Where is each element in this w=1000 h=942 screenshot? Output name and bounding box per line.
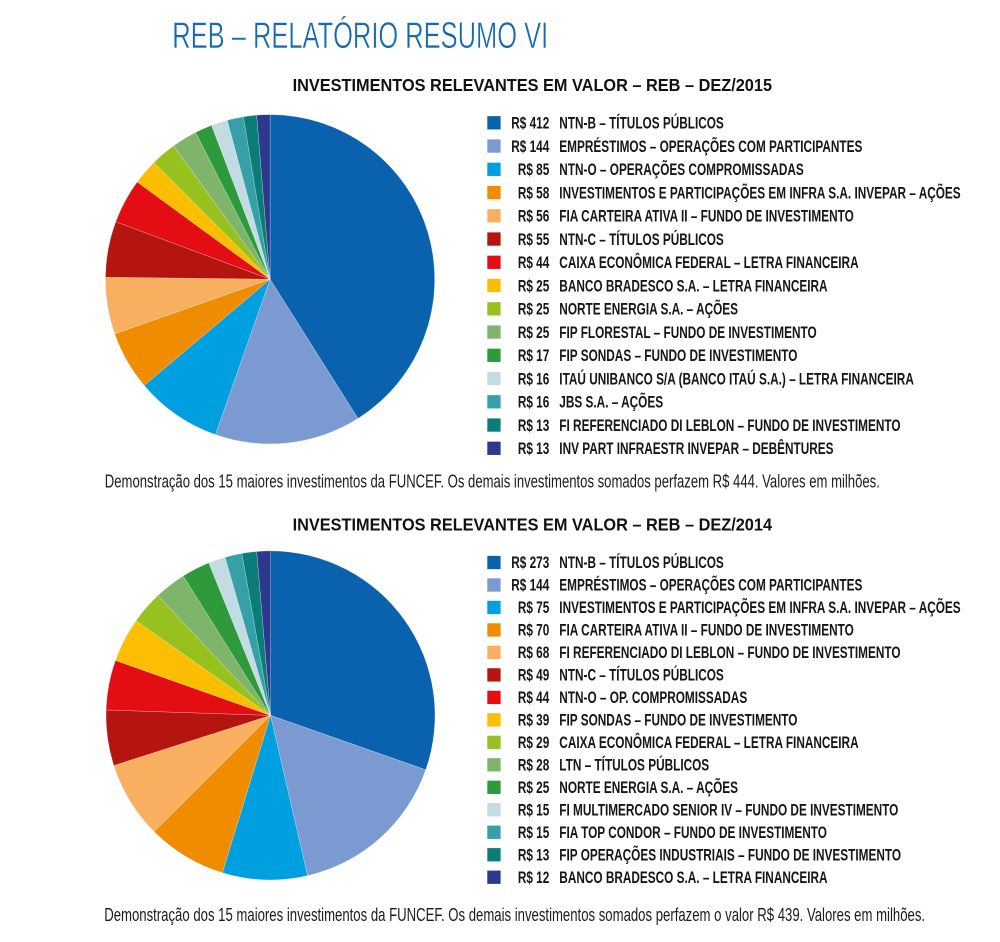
svg-text:R$ 55: R$ 55	[518, 231, 550, 249]
svg-text:NORTE ENERGIA S.A. – AÇÕES: NORTE ENERGIA S.A. – AÇÕES	[559, 298, 738, 319]
svg-text:R$ 29: R$ 29	[518, 734, 550, 752]
svg-text:R$ 412: R$ 412	[511, 115, 549, 133]
svg-text:R$ 25: R$ 25	[518, 277, 550, 295]
svg-text:FIA CARTEIRA ATIVA II – FUNDO: FIA CARTEIRA ATIVA II – FUNDO DE INVESTI…	[559, 208, 853, 226]
svg-text:R$ 49: R$ 49	[518, 667, 550, 685]
svg-text:R$ 56: R$ 56	[518, 208, 550, 226]
svg-text:R$ 44: R$ 44	[518, 689, 550, 707]
svg-text:INVESTIMENTOS RELEVANTES EM VA: INVESTIMENTOS RELEVANTES EM VALOR – REB …	[293, 515, 773, 535]
svg-text:INVESTIMENTOS E PARTICIPAÇÕES: INVESTIMENTOS E PARTICIPAÇÕES EM INFRA S…	[559, 597, 960, 618]
svg-text:R$ 13: R$ 13	[518, 847, 550, 865]
svg-text:CAIXA ECONÔMICA FEDERAL – LETR: CAIXA ECONÔMICA FEDERAL – LETRA FINANCEI…	[559, 252, 858, 273]
svg-text:FIP FLORESTAL – FUNDO DE INVES: FIP FLORESTAL – FUNDO DE INVESTIMENTO	[559, 324, 816, 342]
svg-text:R$ 28: R$ 28	[518, 757, 550, 775]
svg-text:NTN-O – OPERAÇÕES COMPROMISSAD: NTN-O – OPERAÇÕES COMPROMISSADAS	[559, 159, 803, 180]
svg-text:R$ 70: R$ 70	[518, 622, 550, 640]
svg-text:EMPRÉSTIMOS – OPERAÇÕES COM PA: EMPRÉSTIMOS – OPERAÇÕES COM PARTICIPANTE…	[559, 575, 862, 596]
svg-text:ITAÚ UNIBANCO S/A (BANCO ITAÚ: ITAÚ UNIBANCO S/A (BANCO ITAÚ S.A.) – LE…	[559, 368, 914, 389]
svg-text:CAIXA ECONÔMICA FEDERAL – LETR: CAIXA ECONÔMICA FEDERAL – LETRA FINANCEI…	[559, 732, 858, 753]
svg-text:NTN-B – TÍTULOS PÚBLICOS: NTN-B – TÍTULOS PÚBLICOS	[559, 112, 723, 133]
svg-text:FIP SONDAS – FUNDO DE INVESTIM: FIP SONDAS – FUNDO DE INVESTIMENTO	[559, 712, 797, 730]
svg-text:R$ 25: R$ 25	[518, 324, 550, 342]
svg-text:R$ 16: R$ 16	[518, 370, 550, 388]
svg-text:R$ 16: R$ 16	[518, 394, 550, 412]
svg-text:FI MULTIMERCADO SENIOR IV – FU: FI MULTIMERCADO SENIOR IV – FUNDO DE INV…	[559, 802, 898, 820]
svg-text:BANCO BRADESCO S.A. – LETRA FI: BANCO BRADESCO S.A. – LETRA FINANCEIRA	[559, 277, 827, 295]
svg-text:FIP OPERAÇÕES INDUSTRIAIS – FU: FIP OPERAÇÕES INDUSTRIAIS – FUNDO DE INV…	[559, 844, 901, 865]
svg-text:R$ 68: R$ 68	[518, 644, 550, 662]
svg-text:Demonstração dos 15 maiores in: Demonstração dos 15 maiores investimento…	[104, 906, 925, 926]
svg-text:NTN-C – TÍTULOS PÚBLICOS: NTN-C – TÍTULOS PÚBLICOS	[559, 229, 723, 250]
svg-text:NTN-O – OP. COMPROMISSADAS: NTN-O – OP. COMPROMISSADAS	[559, 689, 747, 707]
svg-text:R$ 144: R$ 144	[511, 577, 549, 595]
svg-text:R$ 15: R$ 15	[518, 802, 550, 820]
svg-text:Demonstração dos 15 maiores in: Demonstração dos 15 maiores investimento…	[105, 473, 880, 493]
svg-text:LTN – TÍTULOS PÚBLICOS: LTN – TÍTULOS PÚBLICOS	[559, 754, 709, 775]
svg-text:JBS S.A. – AÇÕES: JBS S.A. – AÇÕES	[559, 391, 663, 412]
svg-text:EMPRÉSTIMOS – OPERAÇÕES COM PA: EMPRÉSTIMOS – OPERAÇÕES COM PARTICIPANTE…	[559, 136, 862, 157]
svg-text:NORTE ENERGIA S.A. – AÇÕES: NORTE ENERGIA S.A. – AÇÕES	[559, 777, 738, 798]
svg-text:INVESTIMENTOS RELEVANTES EM VA: INVESTIMENTOS RELEVANTES EM VALOR – REB …	[293, 75, 773, 95]
svg-text:R$ 17: R$ 17	[518, 347, 550, 365]
svg-text:FIA CARTEIRA ATIVA II – FUNDO: FIA CARTEIRA ATIVA II – FUNDO DE INVESTI…	[559, 622, 853, 640]
svg-text:R$ 25: R$ 25	[518, 779, 550, 797]
svg-text:BANCO BRADESCO S.A. – LETRA FI: BANCO BRADESCO S.A. – LETRA FINANCEIRA	[559, 869, 827, 887]
svg-text:R$ 25: R$ 25	[518, 301, 550, 319]
svg-text:R$ 144: R$ 144	[511, 138, 549, 156]
svg-text:INVESTIMENTOS E PARTICIPAÇÕES: INVESTIMENTOS E PARTICIPAÇÕES EM INFRA S…	[559, 182, 960, 203]
svg-text:FI REFERENCIADO DI LEBLON – FU: FI REFERENCIADO DI LEBLON – FUNDO DE INV…	[559, 644, 900, 662]
svg-text:FIA TOP CONDOR – FUNDO DE INVE: FIA TOP CONDOR – FUNDO DE INVESTIMENTO	[559, 824, 827, 842]
svg-text:FI REFERENCIADO DI LEBLON – FU: FI REFERENCIADO DI LEBLON – FUNDO DE INV…	[559, 417, 900, 435]
svg-text:R$ 12: R$ 12	[518, 869, 550, 887]
svg-text:R$ 85: R$ 85	[518, 161, 550, 179]
svg-text:R$ 39: R$ 39	[518, 712, 550, 730]
svg-text:R$ 13: R$ 13	[518, 417, 550, 435]
svg-text:R$ 15: R$ 15	[518, 824, 550, 842]
svg-text:FIP SONDAS – FUNDO DE INVESTIM: FIP SONDAS – FUNDO DE INVESTIMENTO	[559, 347, 797, 365]
svg-text:R$ 13: R$ 13	[518, 440, 550, 458]
svg-text:R$ 273: R$ 273	[511, 554, 549, 572]
svg-text:INV PART INFRAESTR INVEPAR – D: INV PART INFRAESTR INVEPAR – DEBÊNTURES	[559, 438, 833, 459]
svg-text:NTN-B – TÍTULOS PÚBLICOS: NTN-B – TÍTULOS PÚBLICOS	[559, 552, 723, 573]
svg-text:R$ 58: R$ 58	[518, 184, 550, 202]
svg-text:REB – RELATÓRIO RESUMO VI: REB – RELATÓRIO RESUMO VI	[172, 14, 548, 56]
svg-text:R$ 75: R$ 75	[518, 599, 550, 617]
svg-text:R$ 44: R$ 44	[518, 254, 550, 272]
svg-text:NTN-C – TÍTULOS PÚBLICOS: NTN-C – TÍTULOS PÚBLICOS	[559, 665, 723, 686]
